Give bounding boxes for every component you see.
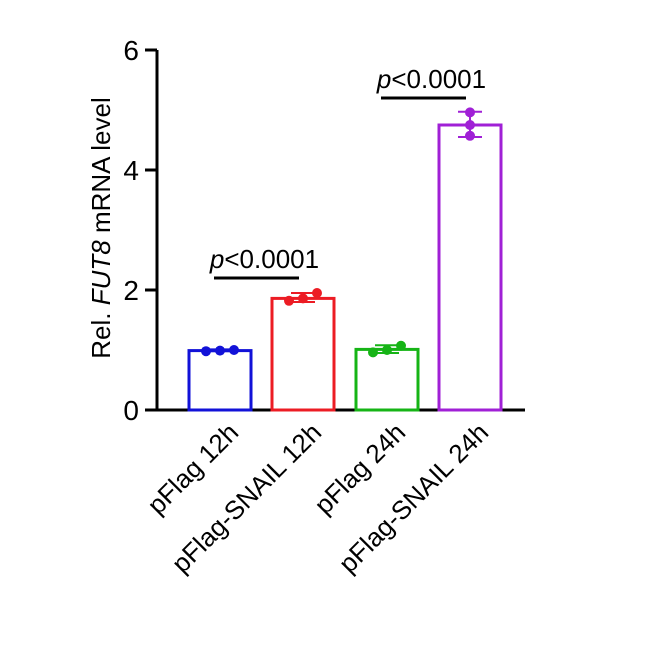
significance-bracket: p<0.0001 [209,244,319,280]
y-axis-label-gene: FUT8 [86,240,116,306]
category-label: pFlag-SNAIL 24h [333,417,495,579]
bar [354,347,420,412]
significance-bracket: p<0.0001 [376,64,486,100]
category-label: pFlag-SNAIL 12h [166,417,328,579]
y-ticks: 0 2 4 6 [123,35,157,426]
data-point [201,346,211,357]
data-point [368,347,378,358]
y-tick-label: 0 [123,395,139,426]
p-italic: p [376,64,391,94]
data-point [465,107,475,118]
bar [437,123,503,412]
p-value-label: p<0.0001 [209,244,319,274]
data-point [312,288,322,298]
data-point [396,340,406,351]
y-tick-label: 6 [123,35,139,66]
data-point [382,345,392,355]
p-italic: p [209,244,224,274]
data-points [201,107,475,358]
data-point [465,120,475,130]
data-point [298,293,308,304]
y-axis-label: Rel. FUT8 mRNA level [86,97,116,359]
bar [270,296,336,412]
bar [187,349,253,412]
p-value-text: <0.0001 [224,244,319,274]
y-tick-label: 2 [123,275,139,306]
y-axis-label-prefix: Rel. [86,305,116,358]
y-axis-label-suffix: mRNA level [86,97,116,240]
data-point [229,345,239,355]
data-point [465,130,475,141]
p-value-text: <0.0001 [391,64,486,94]
data-point [284,295,294,306]
p-value-label: p<0.0001 [376,64,486,94]
y-tick-label: 4 [123,155,139,186]
data-point [215,345,225,356]
